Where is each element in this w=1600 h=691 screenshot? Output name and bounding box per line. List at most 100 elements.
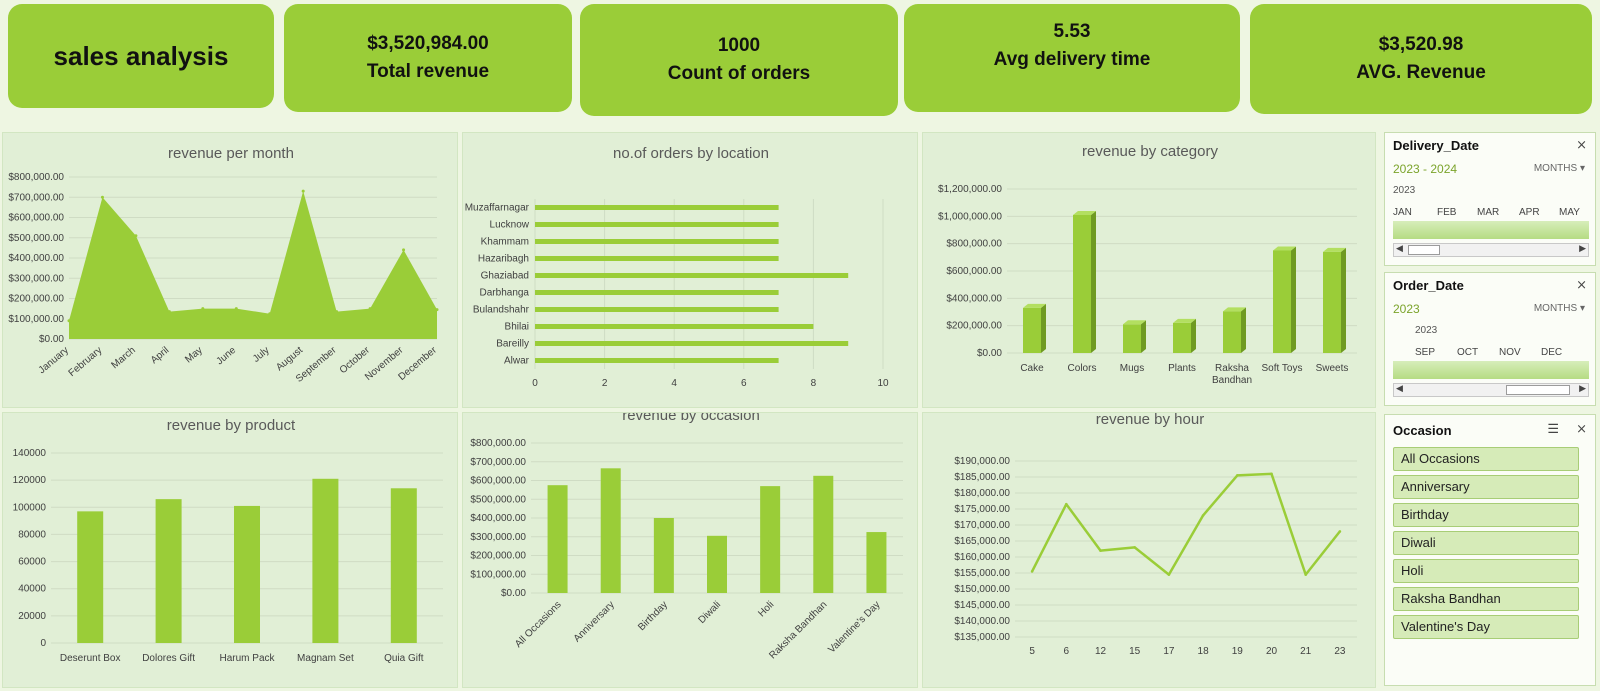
y-tick-label: $600,000.00 xyxy=(946,266,1002,277)
y-tick-label: $300,000.00 xyxy=(8,273,64,284)
avg-delivery-value: 5.53 xyxy=(1053,21,1091,42)
order-date-slicer[interactable]: Order_Date ⨯ 2023 MONTHS ▾ 2023 SEP OCT … xyxy=(1384,272,1596,406)
data-point-hour-19 xyxy=(1236,474,1239,477)
delivery-month-apr[interactable]: APR xyxy=(1519,207,1540,218)
delivery-date-slicer[interactable]: Delivery_Date ⨯ 2023 - 2024 MONTHS ▾ 202… xyxy=(1384,132,1596,266)
bar-soft-toys xyxy=(1273,250,1291,353)
delivery-month-jan[interactable]: JAN xyxy=(1393,207,1412,218)
y-tick-label: $180,000.00 xyxy=(954,488,1010,499)
occasion-item-raksha-bandhan[interactable]: Raksha Bandhan xyxy=(1393,587,1579,611)
bar-top-cake xyxy=(1023,303,1046,308)
delivery-month-mar[interactable]: MAR xyxy=(1477,207,1500,218)
data-point-september xyxy=(335,310,339,314)
delivery-month-feb[interactable]: FEB xyxy=(1437,207,1457,218)
y-tick-label: $165,000.00 xyxy=(954,536,1010,547)
delivery-scroll-thumb[interactable] xyxy=(1408,245,1440,255)
occasion-item-birthday[interactable]: Birthday xyxy=(1393,503,1579,527)
x-tick-label: Soft Toys xyxy=(1262,363,1303,374)
scroll-left-icon[interactable]: ◀ xyxy=(1396,243,1403,253)
x-tick-label: Diwali xyxy=(696,599,723,626)
data-point-hour-21 xyxy=(1304,573,1307,576)
y-tick-label: $1,000,000.00 xyxy=(938,211,1002,222)
scroll-left-icon[interactable]: ◀ xyxy=(1396,383,1403,393)
clear-filter-icon[interactable]: ⨯ xyxy=(1576,137,1587,152)
bar-lucknow xyxy=(535,222,779,227)
bar-side-raksha-bandhan xyxy=(1241,307,1246,353)
bar-muzaffarnagar xyxy=(535,205,779,210)
y-tick-label: $400,000.00 xyxy=(946,293,1002,304)
bar-diwali xyxy=(707,535,727,593)
occasion-item-all-occasions[interactable]: All Occasions xyxy=(1393,447,1579,471)
y-tick-label: Hazaribagh xyxy=(478,254,529,265)
data-point-hour-23 xyxy=(1338,530,1342,533)
orders-by-location-chart: no.of orders by location 0 2 4 6 8 10 Muzaffarn… xyxy=(465,145,889,389)
x-tick-label: 2 xyxy=(602,378,608,389)
bar-magnam-set xyxy=(312,478,339,643)
x-tick-label: All Occasions xyxy=(513,599,564,650)
order-date-year: 2023 xyxy=(1415,325,1438,336)
y-tick-label: Bareilly xyxy=(496,339,529,350)
chevron-down-icon: ▾ xyxy=(1579,303,1585,314)
order-month-dec[interactable]: DEC xyxy=(1541,347,1563,358)
occasion-item-holi[interactable]: Holi xyxy=(1393,559,1579,583)
data-point-hour-20 xyxy=(1270,472,1273,476)
order-month-sep[interactable]: SEP xyxy=(1415,347,1436,358)
bar-side-mugs xyxy=(1141,320,1146,353)
x-tick-label: May xyxy=(183,345,205,366)
bar-top-colors xyxy=(1073,210,1096,215)
clear-filter-icon[interactable]: ⨯ xyxy=(1576,277,1587,292)
order-timeline-band[interactable] xyxy=(1393,361,1589,379)
data-point-hour-18 xyxy=(1201,514,1205,517)
total-revenue-label: Total revenue xyxy=(366,61,490,82)
x-tick-label: Valentine's Day xyxy=(826,599,882,655)
x-tick-label: Harum Pack xyxy=(219,653,275,664)
order-timeline-scrollbar[interactable]: ◀ ▶ xyxy=(1393,383,1589,397)
chart-title: revenue by occasion xyxy=(622,413,760,424)
revenue-by-category-panel: revenue by category $0.00 $200,000.00 $400,… xyxy=(922,132,1376,408)
occasion-item-valentines-day[interactable]: Valentine's Day xyxy=(1393,615,1579,639)
bar-raksha-bandhan xyxy=(1223,311,1241,353)
y-tick-label: $185,000.00 xyxy=(954,472,1010,483)
y-tick-label: 120000 xyxy=(13,475,47,486)
clear-filter-icon[interactable]: ⨯ xyxy=(1576,421,1587,436)
delivery-timeline-band[interactable] xyxy=(1393,221,1589,239)
y-tick-label: $400,000.00 xyxy=(470,513,526,524)
x-tick-label: April xyxy=(149,345,171,366)
delivery-date-range: 2023 - 2024 xyxy=(1393,162,1458,176)
scroll-right-icon[interactable]: ▶ xyxy=(1579,383,1586,393)
y-tick-label: Darbhanga xyxy=(480,288,530,299)
occasion-item-anniversary[interactable]: Anniversary xyxy=(1393,475,1579,499)
x-tick-label: 21 xyxy=(1300,646,1312,657)
occasion-item-diwali[interactable]: Diwali xyxy=(1393,531,1579,555)
data-point-march xyxy=(134,234,138,238)
area-series xyxy=(69,191,437,339)
y-tick-label: $800,000.00 xyxy=(946,239,1002,250)
order-date-level[interactable]: MONTHS ▾ xyxy=(1534,303,1585,314)
multi-select-icon[interactable]: ☰ xyxy=(1547,421,1559,436)
order-scroll-thumb[interactable] xyxy=(1506,385,1570,395)
order-month-oct[interactable]: OCT xyxy=(1457,347,1479,358)
y-tick-label: $145,000.00 xyxy=(954,600,1010,611)
delivery-date-level[interactable]: MONTHS ▾ xyxy=(1534,163,1585,174)
x-tick-label: Holi xyxy=(756,599,776,619)
data-point-july xyxy=(268,312,272,316)
revenue-by-product-panel: revenue by product 0 20000 40000 60000 80000 1… xyxy=(2,412,458,688)
y-tick-label: $100,000.00 xyxy=(8,314,64,325)
y-tick-label: $700,000.00 xyxy=(470,457,526,468)
bar-plants xyxy=(1173,322,1191,353)
y-tick-label: $160,000.00 xyxy=(954,552,1010,563)
y-tick-label: $1,200,000.00 xyxy=(938,184,1002,195)
x-tick-label: 0 xyxy=(532,378,538,389)
delivery-timeline-scrollbar[interactable]: ◀ ▶ xyxy=(1393,243,1589,257)
occasion-slicer[interactable]: Occasion ☰ ⨯ All Occasions Anniversary B… xyxy=(1384,414,1596,686)
avg-delivery-label: Avg delivery time xyxy=(993,49,1151,70)
y-tick-label: $600,000.00 xyxy=(8,213,64,224)
y-tick-label: Muzaffarnagar xyxy=(465,203,530,214)
bar-anniversary xyxy=(600,468,621,593)
x-tick-label: Deserunt Box xyxy=(60,653,121,664)
delivery-month-may[interactable]: MAY xyxy=(1559,207,1580,218)
y-tick-label: Ghaziabad xyxy=(481,271,529,282)
order-month-nov[interactable]: NOV xyxy=(1499,347,1521,358)
scroll-right-icon[interactable]: ▶ xyxy=(1579,243,1586,253)
count-orders-card: 1000 Count of orders xyxy=(580,4,898,116)
